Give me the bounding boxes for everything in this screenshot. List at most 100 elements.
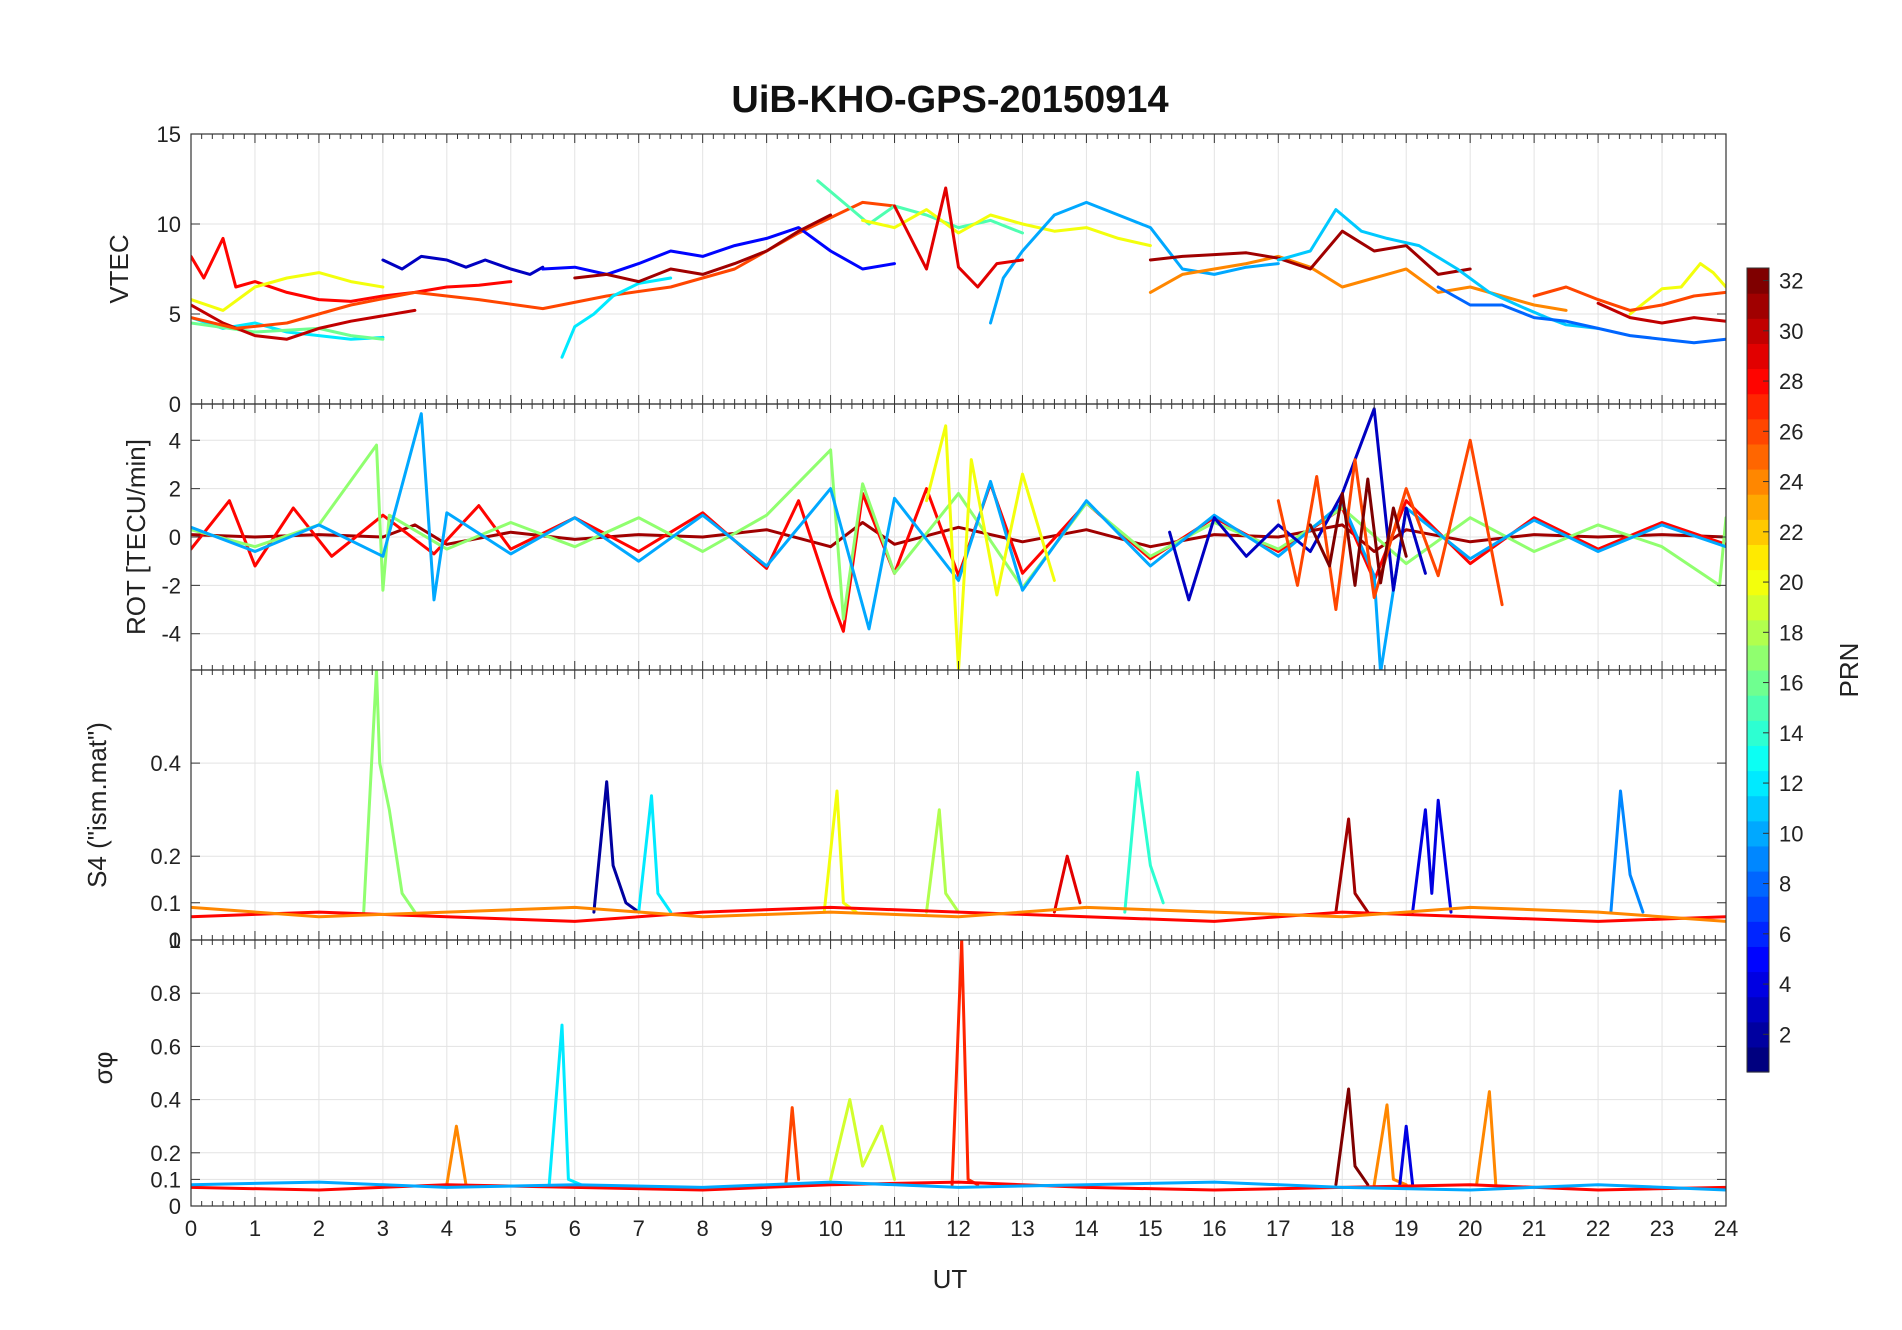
series-line-prn-31 — [1334, 817, 1370, 914]
y-tick-label: 1 — [169, 928, 181, 953]
series-line-prn-32 — [1334, 1087, 1370, 1187]
series-line-prn-17 — [191, 443, 1726, 621]
x-tick-label: 20 — [1458, 1216, 1482, 1241]
y-axis-label: ROT [TECU/min] — [121, 439, 151, 635]
series-line-prn-12 — [547, 1023, 583, 1187]
series-line-prn-14 — [1123, 770, 1165, 914]
x-tick-label: 16 — [1202, 1216, 1226, 1241]
colorbar-cell — [1747, 569, 1769, 596]
colorbar-tick-label: 16 — [1779, 671, 1803, 696]
series-line-prn-5 — [541, 226, 896, 276]
colorbar-tick-label: 14 — [1779, 721, 1803, 746]
y-tick-label: 0.4 — [150, 1088, 181, 1113]
series-line-prn-10 — [191, 1180, 1726, 1192]
colorbar-cell — [1747, 469, 1769, 495]
y-axis-label: σφ — [88, 1052, 118, 1085]
x-tick-label: 6 — [569, 1216, 581, 1241]
series-line-prn-26 — [191, 200, 896, 330]
y-tick-label: 0 — [169, 928, 181, 953]
series-line-prn-9 — [1609, 789, 1645, 914]
y-tick-label: 0.1 — [150, 891, 181, 916]
series-line-prn-20 — [1628, 262, 1726, 316]
series-group — [191, 670, 1726, 923]
colorbar-tick-label: 30 — [1779, 319, 1803, 344]
colorbar-cell — [1747, 544, 1769, 571]
colorbar-cell — [1747, 745, 1769, 772]
chart-title: UiB-KHO-GPS-20150914 — [731, 79, 1168, 121]
x-tick-label: 17 — [1266, 1216, 1290, 1241]
series-group — [191, 407, 1726, 670]
colorbar-tick-label: 24 — [1779, 470, 1803, 495]
colorbar-cell — [1747, 443, 1769, 470]
series-line-prn-4 — [1398, 1124, 1415, 1187]
colorbar-cell — [1747, 1046, 1769, 1073]
x-tick-label: 7 — [633, 1216, 645, 1241]
colorbar-cell — [1747, 670, 1769, 696]
series-line-prn-12 — [560, 276, 673, 359]
x-tick-label: 2 — [313, 1216, 325, 1241]
series-line-prn-28 — [191, 1180, 1726, 1192]
colorbar-cell — [1747, 695, 1769, 721]
colorbar-tick-label: 28 — [1779, 369, 1803, 394]
series-line-prn-20 — [191, 271, 385, 312]
series-line-prn-3 — [381, 254, 545, 276]
y-tick-label: 0.2 — [150, 844, 181, 869]
y-tick-label: 4 — [169, 428, 181, 453]
x-tick-label: 19 — [1394, 1216, 1418, 1241]
series-line-prn-4 — [1411, 798, 1453, 914]
x-tick-label: 23 — [1650, 1216, 1674, 1241]
colorbar-tick-label: 20 — [1779, 570, 1803, 595]
colorbar-tick-label: 22 — [1779, 520, 1803, 545]
colorbar-cell — [1747, 996, 1769, 1023]
colorbar-cell — [1747, 619, 1769, 646]
y-tick-label: 0 — [169, 1194, 181, 1219]
colorbar-cell — [1747, 494, 1769, 520]
colorbar-cell — [1747, 293, 1769, 319]
y-tick-label: 0 — [169, 525, 181, 550]
colorbar-cell — [1747, 644, 1769, 671]
colorbar-tick-label: 18 — [1779, 620, 1803, 645]
x-tick-label: 5 — [505, 1216, 517, 1241]
colorbar-tick-label: 4 — [1779, 972, 1791, 997]
colorbar-cell — [1747, 946, 1769, 973]
y-axis-label: S4 ("ism.mat") — [82, 722, 112, 888]
x-tick-label: 8 — [697, 1216, 709, 1241]
y-tick-label: 5 — [169, 302, 181, 327]
panel-s4: 0.1 0.2 0.4 S4 ("ism.mat") — [82, 669, 1727, 941]
x-tick-label: 0 — [185, 1216, 197, 1241]
y-tick-label: 2 — [169, 477, 181, 502]
colorbar-label: PRN — [1834, 643, 1864, 698]
colorbar-cell — [1747, 871, 1769, 897]
series-line-prn-11 — [1276, 208, 1600, 330]
series-line-prn-26 — [784, 1106, 801, 1187]
series-line-prn-15 — [816, 179, 1024, 235]
colorbar-cell — [1747, 770, 1769, 797]
series-line-prn-28 — [191, 236, 513, 303]
series-line-prn-3 — [1168, 407, 1427, 602]
series-line-prn-20 — [925, 424, 1056, 670]
y-tick-label: 0.2 — [150, 1141, 181, 1166]
series-line-prn-2 — [592, 780, 641, 914]
series-line-prn-24 — [191, 905, 1726, 923]
y-tick-label: 10 — [157, 212, 181, 237]
series-line-prn-29 — [893, 186, 1024, 289]
colorbar-cell — [1747, 820, 1769, 847]
colorbar-cell — [1747, 1021, 1769, 1048]
x-tick-label: 11 — [883, 1216, 906, 1241]
series-line-prn-24 — [1475, 1090, 1498, 1187]
series-group — [191, 179, 1726, 359]
y-tick-label: 15 — [157, 122, 181, 147]
colorbar-tick-label: 32 — [1779, 269, 1803, 294]
series-line-prn-19 — [829, 1098, 896, 1181]
x-tick-label: 9 — [761, 1216, 773, 1241]
series-line-prn-26 — [1276, 438, 1504, 611]
series-line-prn-29 — [1052, 854, 1082, 914]
x-tick-label: 21 — [1522, 1216, 1546, 1241]
colorbar-frame — [1746, 267, 1770, 1073]
x-tick-label: 22 — [1586, 1216, 1610, 1241]
x-tick-label: 10 — [818, 1216, 842, 1241]
x-tick-label: 15 — [1138, 1216, 1162, 1241]
series-line-prn-12 — [637, 794, 673, 914]
